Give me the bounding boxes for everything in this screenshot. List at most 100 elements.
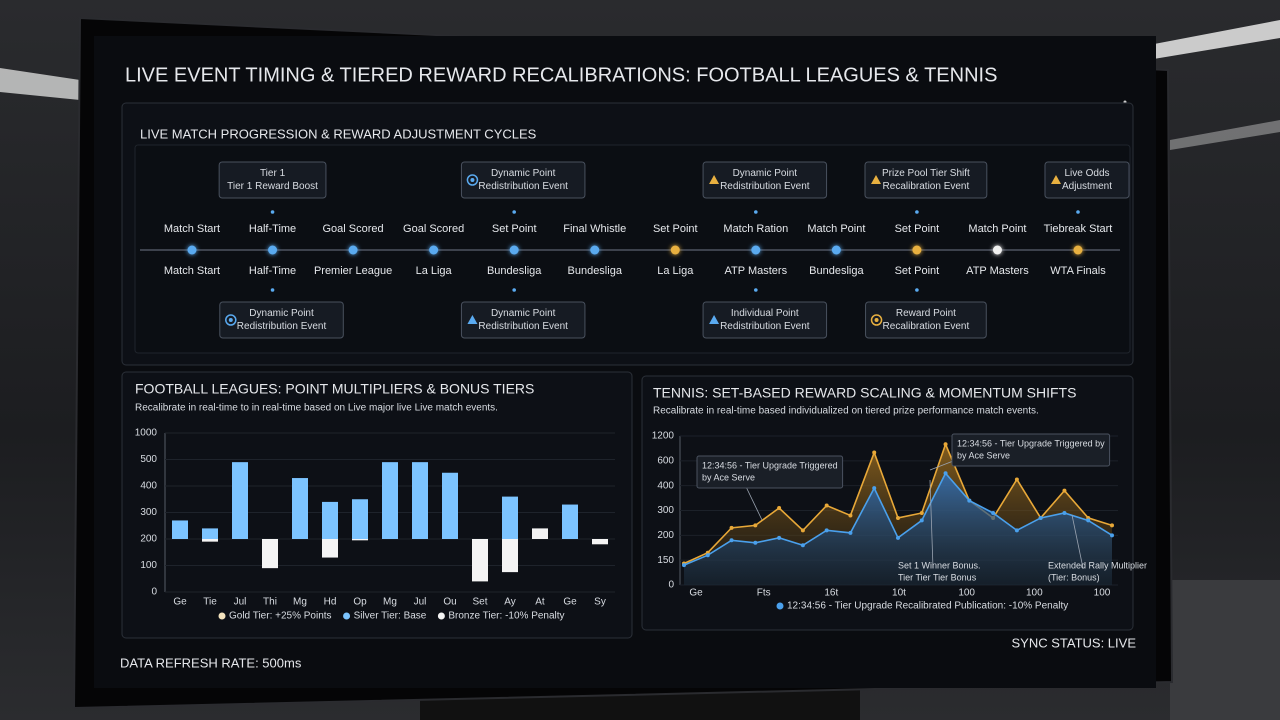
event-dot	[1073, 245, 1083, 255]
event-sublabel: Bundesliga	[568, 265, 623, 277]
point	[943, 471, 948, 476]
legend-swatch	[218, 612, 226, 620]
point	[1086, 518, 1091, 523]
event-label: Set Point	[895, 223, 940, 235]
event-label: Half-Time	[249, 223, 296, 235]
x-tick-label: Hd	[324, 597, 337, 608]
bar	[322, 501, 338, 539]
x-tick-label: Jul	[414, 597, 427, 608]
annotation-text: 12:34:56 - Tier Upgrade Triggered	[702, 460, 838, 470]
x-tick-label: 16t	[824, 588, 838, 599]
callout-text: Redistribution Event	[478, 181, 568, 192]
callout-link-dot	[754, 288, 758, 292]
callout-text: Reward Point	[896, 308, 956, 319]
callout-icon	[870, 314, 883, 326]
callout-icon	[225, 314, 237, 326]
point	[991, 510, 996, 515]
bar	[502, 496, 518, 539]
legend-label: Silver Tier: Base	[354, 611, 427, 622]
callout-box	[864, 161, 988, 199]
point	[705, 553, 710, 558]
callout-text: Dynamic Point	[491, 168, 556, 179]
point	[729, 538, 734, 543]
bar	[442, 472, 458, 539]
annotation-box	[951, 433, 1111, 467]
callout-icon	[709, 175, 720, 184]
y-tick-label: 400	[140, 481, 157, 492]
callout-text: Redistribution Event	[478, 321, 568, 332]
x-tick-label: Ou	[443, 597, 456, 608]
x-tick-label: 100	[1026, 588, 1043, 599]
callout-icon	[228, 318, 233, 322]
bar	[202, 528, 218, 539]
bar	[352, 499, 368, 539]
y-tick-label: 600	[657, 455, 674, 466]
event-dot	[670, 245, 680, 255]
event-label: Tiebreak Start	[1044, 223, 1113, 235]
event-dot	[751, 245, 761, 255]
y-tick-label: 1000	[135, 428, 158, 439]
bar	[502, 539, 518, 573]
point	[800, 543, 805, 548]
y-tick-label: 150	[657, 555, 674, 566]
event-dot	[590, 245, 600, 255]
legend-swatch	[776, 602, 784, 610]
event-sublabel: Set Point	[895, 265, 940, 277]
y-tick-label: 200	[140, 534, 157, 545]
event-sublabel: Half-Time	[249, 265, 296, 277]
point	[1014, 477, 1019, 482]
event-sublabel: La Liga	[416, 265, 453, 277]
callout-box	[1044, 161, 1130, 199]
dashboard-title: LIVE EVENT TIMING & TIERED REWARD RECALI…	[125, 64, 997, 86]
legend-label: Bronze Tier: -10% Penalty	[448, 611, 564, 622]
x-tick-label: Set	[472, 597, 487, 608]
event-label: Match Point	[807, 223, 865, 235]
callout-box	[702, 301, 828, 339]
event-label: Final Whistle	[563, 223, 626, 235]
callout-text: Redistribution Event	[720, 321, 810, 332]
callout-link-dot	[915, 210, 919, 214]
callout-link-dot	[270, 210, 275, 214]
bar	[292, 478, 308, 539]
point	[967, 498, 972, 503]
event-label: Match Point	[968, 223, 1026, 235]
point	[777, 506, 782, 511]
event-label: Match Start	[164, 223, 220, 235]
event-dot	[992, 245, 1002, 255]
x-tick-label: Ay	[504, 597, 516, 608]
callout-text: Redistribution Event	[720, 181, 810, 192]
annotation-text: Set 1 Winner Bonus.	[898, 560, 981, 570]
event-dot	[268, 245, 278, 255]
bar	[172, 520, 188, 539]
event-sublabel: Premier League	[314, 265, 392, 277]
sync-status: SYNC STATUS: LIVE	[1012, 635, 1137, 650]
y-tick-label: 0	[151, 587, 157, 598]
annotation-box	[696, 455, 844, 489]
y-tick-label: 0	[668, 580, 674, 591]
ceiling-light	[1170, 120, 1280, 150]
annotation-text: by Ace Serve	[702, 472, 755, 482]
point	[896, 535, 900, 540]
x-tick-label: Ge	[563, 597, 577, 608]
x-tick-label: Mg	[383, 597, 397, 608]
bar	[562, 504, 578, 539]
event-sublabel: ATP Masters	[966, 265, 1029, 277]
callout-text: Live Odds	[1064, 168, 1109, 179]
annotation-text: 12:34:56 - Tier Upgrade Triggered by	[957, 438, 1105, 448]
point	[919, 518, 924, 523]
point	[943, 442, 948, 447]
callout-text: Dynamic Point	[733, 168, 798, 179]
callout-box	[460, 161, 586, 199]
bar	[532, 528, 548, 539]
y-tick-label: 200	[657, 530, 674, 541]
x-tick-label: Mg	[293, 597, 307, 608]
x-tick-label: At	[535, 597, 545, 608]
callout-text: Tier 1	[260, 168, 286, 179]
chart-subtitle: Recalibrate in real-time to in real-time…	[135, 403, 498, 414]
timeline-title: LIVE MATCH PROGRESSION & REWARD ADJUSTME…	[140, 126, 537, 141]
point	[1110, 533, 1114, 538]
callout-icon	[470, 178, 475, 182]
chart-title: TENNIS: SET-BASED REWARD SCALING & MOMEN…	[653, 385, 1076, 401]
event-dot	[912, 245, 922, 255]
bar	[412, 462, 428, 539]
